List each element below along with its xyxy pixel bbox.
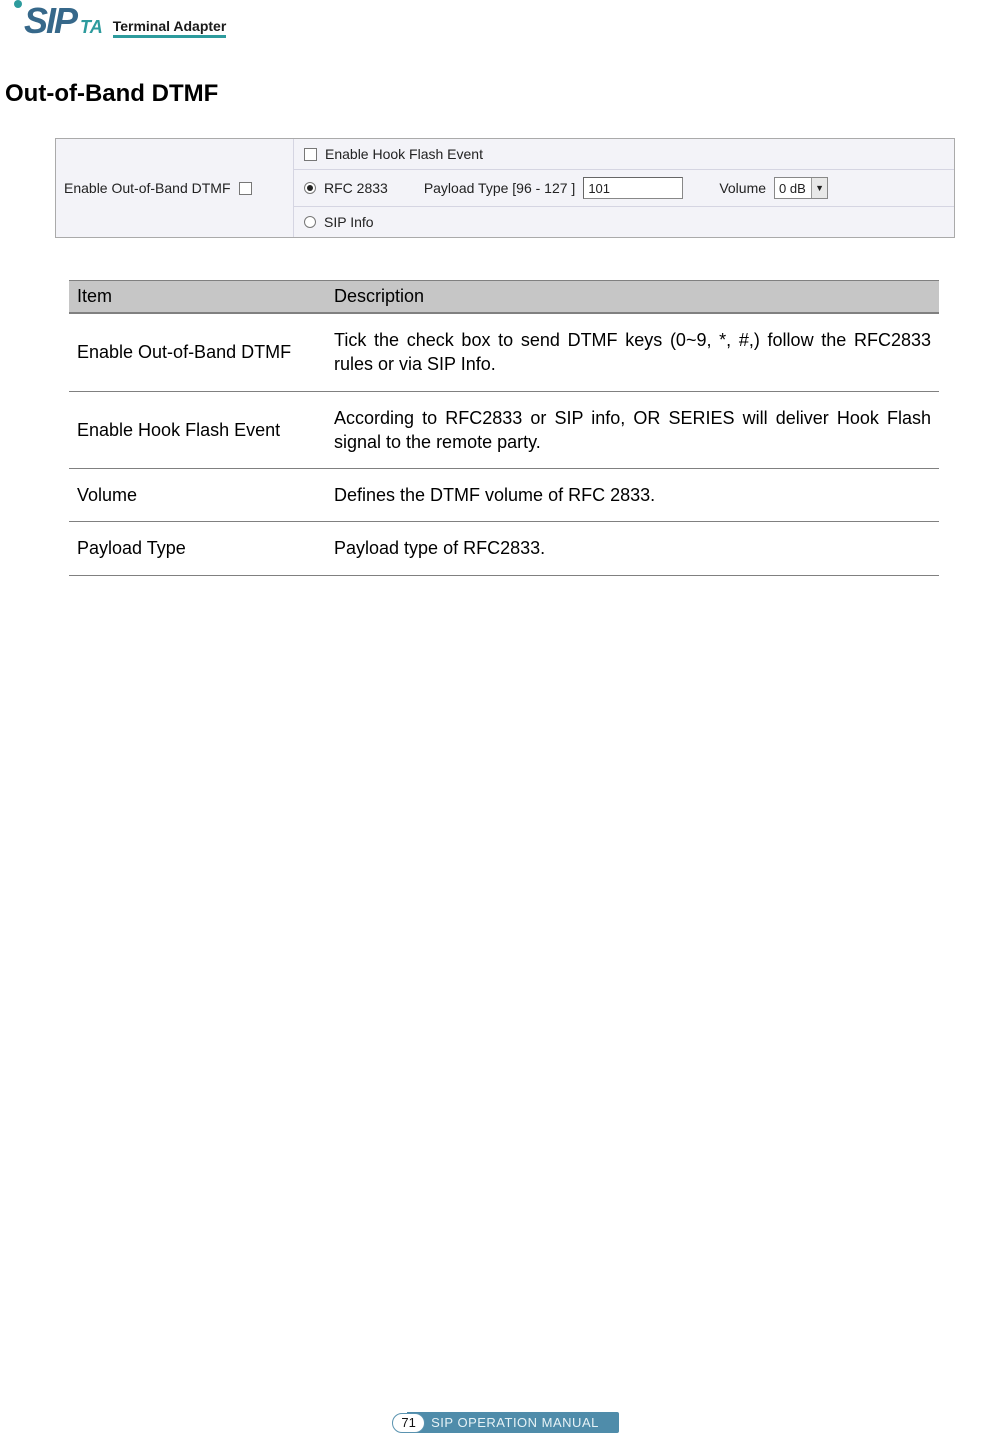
row-description: Tick the check box to send DTMF keys (0~… — [326, 313, 939, 391]
enable-hook-flash-checkbox[interactable] — [304, 148, 317, 161]
payload-type-input[interactable]: 101 — [583, 177, 683, 199]
enable-hook-flash-label: Enable Hook Flash Event — [325, 146, 483, 162]
row-description: According to RFC2833 or SIP info, OR SER… — [326, 391, 939, 469]
logo-dot-icon — [14, 0, 22, 8]
table-header-row: Item Description — [69, 281, 939, 314]
row-item: Volume — [69, 469, 326, 522]
page-number: 71 — [392, 1413, 425, 1433]
volume-select[interactable]: 0 dB ▼ — [774, 177, 828, 199]
rfc-row: RFC 2833 Payload Type [96 - 127 ] 101 Vo… — [294, 170, 954, 207]
logo-sip: SIP — [14, 0, 76, 42]
table-row: Volume Defines the DTMF volume of RFC 28… — [69, 469, 939, 522]
row-description: Payload type of RFC2833. — [326, 522, 939, 575]
table-row: Enable Out-of-Band DTMF Tick the check b… — [69, 313, 939, 391]
row-item: Enable Hook Flash Event — [69, 391, 326, 469]
row-item: Payload Type — [69, 522, 326, 575]
rfc-2833-label: RFC 2833 — [324, 180, 388, 196]
dropdown-icon: ▼ — [811, 178, 827, 198]
table-row: Payload Type Payload type of RFC2833. — [69, 522, 939, 575]
terminal-adapter-label: Terminal Adapter — [113, 18, 227, 38]
rfc-2833-radio[interactable] — [304, 182, 316, 194]
manual-label: SIP OPERATION MANUAL — [407, 1412, 619, 1433]
document-footer: 71 SIP OPERATION MANUAL — [0, 1412, 1001, 1433]
enable-oob-section: Enable Out-of-Band DTMF — [56, 139, 294, 237]
logo-ta: TA — [80, 17, 103, 42]
hook-flash-row: Enable Hook Flash Event — [294, 139, 954, 170]
sip-info-label: SIP Info — [324, 214, 374, 230]
header-item: Item — [69, 281, 326, 314]
sip-info-radio[interactable] — [304, 216, 316, 228]
enable-oob-dtmf-label: Enable Out-of-Band DTMF — [64, 180, 231, 196]
config-screenshot: Enable Out-of-Band DTMF Enable Hook Flas… — [55, 138, 955, 238]
payload-type-label: Payload Type [96 - 127 ] — [424, 180, 576, 196]
header-description: Description — [326, 281, 939, 314]
sip-info-row: SIP Info — [294, 207, 954, 237]
volume-label: Volume — [719, 180, 766, 196]
volume-select-value: 0 dB — [775, 181, 811, 196]
page-title: Out-of-Band DTMF — [5, 80, 218, 108]
row-description: Defines the DTMF volume of RFC 2833. — [326, 469, 939, 522]
table-row: Enable Hook Flash Event According to RFC… — [69, 391, 939, 469]
row-item: Enable Out-of-Band DTMF — [69, 313, 326, 391]
enable-oob-dtmf-checkbox[interactable] — [239, 182, 252, 195]
description-table: Item Description Enable Out-of-Band DTMF… — [69, 280, 939, 576]
document-header: SIP TA Terminal Adapter — [14, 0, 226, 42]
